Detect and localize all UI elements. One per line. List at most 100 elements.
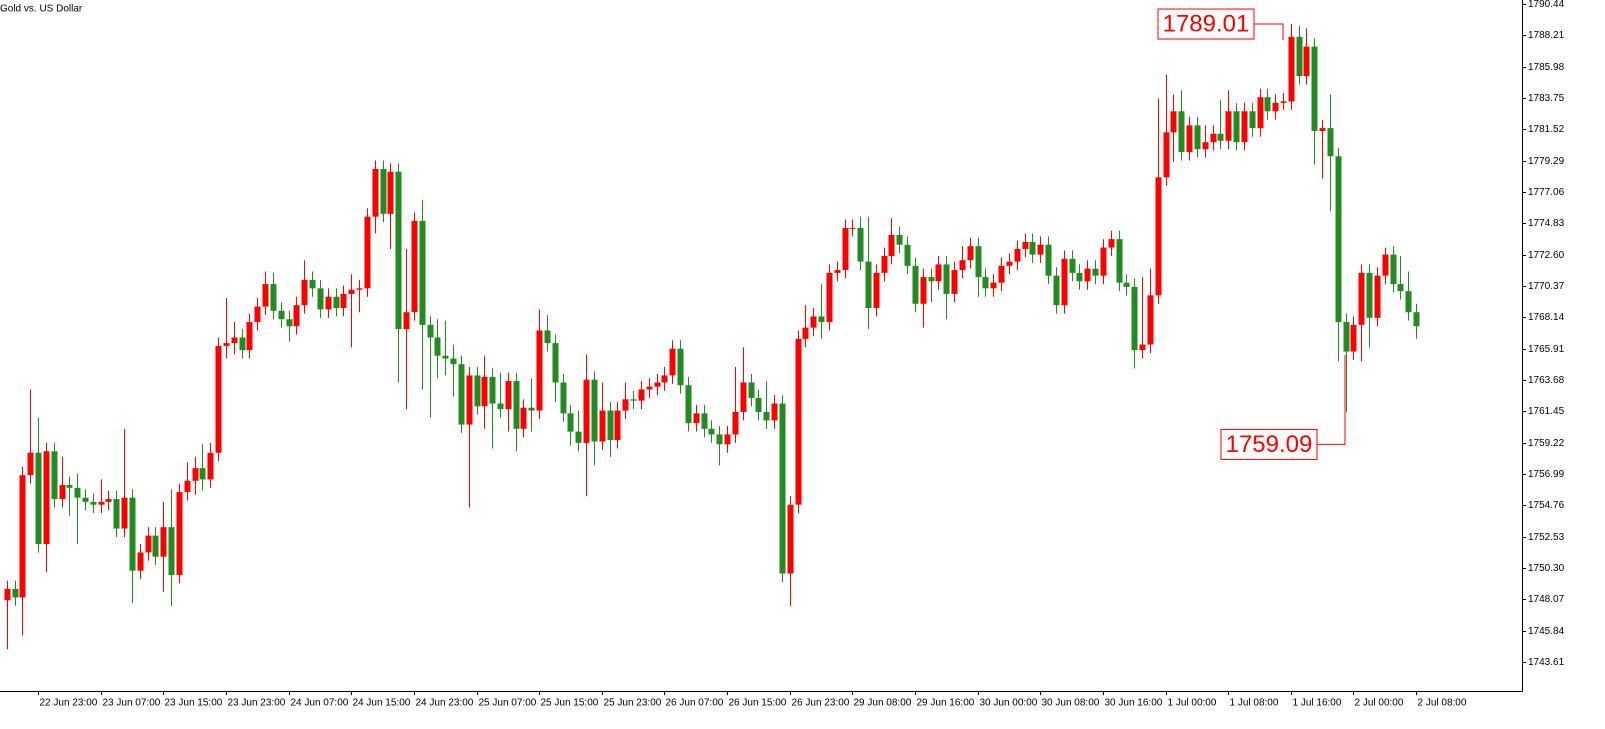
candle-body xyxy=(35,452,42,545)
candle-body xyxy=(411,220,418,313)
candle-body xyxy=(1210,133,1217,143)
candle-body xyxy=(1131,286,1138,351)
candle-body xyxy=(1014,248,1021,262)
candle-body xyxy=(1100,247,1107,276)
y-tick-label: 1772.60 xyxy=(1528,250,1565,261)
candle-body xyxy=(129,497,136,571)
candle-body xyxy=(364,216,371,289)
annotation-connector xyxy=(1254,23,1284,40)
candle-body xyxy=(779,403,786,574)
candle-body xyxy=(395,171,402,330)
candle-body xyxy=(74,487,81,498)
candle-body xyxy=(701,413,708,429)
x-tick-label: 25 Jun 07:00 xyxy=(479,698,537,709)
candle-body xyxy=(520,407,527,429)
x-tick-label: 24 Jun 07:00 xyxy=(291,698,349,709)
candle-body xyxy=(176,492,183,575)
x-tick-label: 23 Jun 23:00 xyxy=(228,698,286,709)
y-tick-label: 1783.75 xyxy=(1528,93,1565,104)
candle-body xyxy=(1233,111,1240,143)
candle-body xyxy=(552,343,559,383)
candle-body xyxy=(646,386,653,390)
candle-body xyxy=(826,272,833,323)
candle-body xyxy=(654,382,661,387)
candle-body xyxy=(317,288,324,310)
y-tick-label: 1763.68 xyxy=(1528,375,1565,386)
candle-body xyxy=(1037,244,1044,255)
candle-body xyxy=(513,381,520,429)
candle-body xyxy=(740,382,747,412)
candle-body xyxy=(630,399,637,401)
candle-body xyxy=(1084,268,1091,282)
candle-body xyxy=(1350,324,1357,352)
candle-body xyxy=(732,411,739,435)
candle-body xyxy=(583,379,590,443)
candle-body xyxy=(920,277,927,304)
y-tick-label: 1777.06 xyxy=(1528,187,1565,198)
y-tick-label: 1788.21 xyxy=(1528,30,1565,41)
candle-body xyxy=(544,330,551,344)
candle-body xyxy=(967,246,974,261)
candle-body xyxy=(113,499,120,529)
candle-body xyxy=(419,220,426,325)
candle-body xyxy=(1006,261,1013,266)
x-tick-label: 25 Jun 23:00 xyxy=(604,698,662,709)
candle-body xyxy=(450,358,457,365)
candle-body xyxy=(528,407,535,411)
y-tick-label: 1756.99 xyxy=(1528,469,1565,480)
candle-body xyxy=(1382,254,1389,276)
y-tick-label: 1781.52 xyxy=(1528,124,1565,135)
candle-body xyxy=(1319,128,1326,131)
candle-body xyxy=(1280,101,1287,103)
candle-body xyxy=(442,355,449,359)
candle-body xyxy=(685,385,692,424)
candle-body xyxy=(372,168,379,217)
candle-body xyxy=(427,324,434,338)
candle-body xyxy=(184,480,191,493)
candle-body xyxy=(27,452,34,476)
candle-body xyxy=(567,413,574,432)
x-tick-label: 2 Jul 08:00 xyxy=(1418,698,1467,709)
candle-body xyxy=(896,234,903,245)
candle-body xyxy=(1413,312,1420,327)
candle-body xyxy=(223,343,230,346)
y-tick-label: 1750.30 xyxy=(1528,563,1565,574)
candle-body xyxy=(834,270,841,273)
candle-body xyxy=(1123,282,1130,287)
y-tick-label: 1754.76 xyxy=(1528,500,1565,511)
x-tick-label: 24 Jun 15:00 xyxy=(353,698,411,709)
x-tick-label: 24 Jun 23:00 xyxy=(416,698,474,709)
candle-body xyxy=(1335,156,1342,323)
annotation-label: 1789.01 xyxy=(1163,10,1250,37)
y-tick-label: 1752.53 xyxy=(1528,532,1565,543)
candle-body xyxy=(842,227,849,271)
candle-body xyxy=(121,497,128,529)
candle-body xyxy=(1327,128,1334,157)
candle-body xyxy=(904,244,911,266)
candle-body xyxy=(1029,241,1036,255)
candle-body xyxy=(1108,239,1115,248)
candle-body xyxy=(192,468,199,481)
candle-body xyxy=(677,348,684,386)
y-tick-label: 1761.45 xyxy=(1528,406,1565,417)
candle-body xyxy=(1022,241,1029,249)
candle-body xyxy=(1366,272,1373,318)
candle-body xyxy=(575,431,582,443)
candle-body xyxy=(293,305,300,327)
candle-body xyxy=(975,246,982,278)
candle-body xyxy=(4,588,11,601)
candle-body xyxy=(881,255,888,273)
candle-body xyxy=(795,338,802,505)
candle-body xyxy=(1343,322,1350,352)
candle-body xyxy=(1178,111,1185,153)
candle-body xyxy=(1061,258,1068,306)
candle-body xyxy=(622,399,629,411)
candle-body xyxy=(1186,125,1193,153)
candle-body xyxy=(348,289,355,294)
y-tick-label: 1759.22 xyxy=(1528,438,1565,449)
candle-body xyxy=(763,411,770,421)
candle-body xyxy=(1288,36,1295,102)
candle-body xyxy=(849,227,856,229)
candle-body xyxy=(340,293,347,308)
